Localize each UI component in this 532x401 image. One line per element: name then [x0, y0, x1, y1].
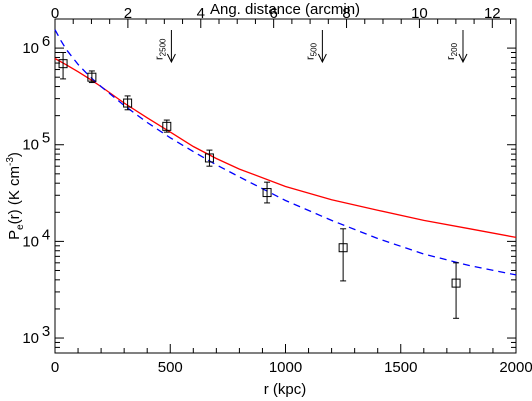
- x-tick-labels: 0 500 1000 1500 2000: [51, 359, 532, 376]
- data-point: [338, 228, 348, 282]
- y-axis-title: Pe(r) (K cm-3): [5, 152, 26, 240]
- square-marker: [123, 98, 133, 108]
- radius-marker: r200: [445, 30, 468, 64]
- radius-marker-label: r200: [445, 42, 459, 60]
- radius-marker-label-main: r: [445, 56, 457, 60]
- solid-model-curve: [54, 57, 517, 239]
- y-axis-title-subscript: e: [15, 224, 26, 230]
- y-axis-title-close: ): [6, 152, 23, 157]
- radius-marker: r500: [304, 30, 327, 64]
- radius-marker-label-main: r: [304, 56, 316, 60]
- y-axis-title-main: P: [6, 230, 23, 240]
- data-point: [162, 119, 172, 133]
- top-axis-tick-labels: 0 2 4 6 8 10 12: [51, 5, 501, 22]
- y-tick-label: 10: [22, 137, 39, 154]
- y-tick-label: 10: [22, 330, 39, 347]
- square-marker: [58, 59, 68, 69]
- x-tick-label: 1000: [269, 359, 302, 376]
- radius-marker-arrow-head: [166, 53, 176, 64]
- square-marker: [451, 278, 461, 288]
- top-axis-tick-label: 10: [411, 5, 428, 22]
- y-tick-label-exponent: 6: [42, 33, 50, 50]
- data-point: [262, 181, 272, 204]
- y-tick-label-base: 10: [22, 330, 39, 347]
- data-point: [123, 95, 133, 111]
- top-axis-tick-label: 0: [51, 5, 59, 22]
- y-tick-label-base: 10: [22, 233, 39, 250]
- data-points: [58, 52, 461, 319]
- square-marker: [262, 188, 272, 198]
- x-tick-label: 1500: [384, 359, 417, 376]
- square-marker: [204, 153, 214, 163]
- y-tick-label-exponent: 4: [42, 226, 50, 243]
- square-marker: [338, 243, 348, 253]
- y-tick-label-exponent: 5: [42, 130, 50, 147]
- radius-marker-label-sub: 200: [450, 42, 459, 56]
- y-tick-label-base: 10: [22, 40, 39, 57]
- data-point: [451, 262, 461, 319]
- square-marker: [162, 121, 172, 131]
- x-tick-label: 0: [51, 359, 59, 376]
- x-axis-title: r (kpc): [264, 381, 307, 398]
- top-axis-tick-label: 6: [269, 5, 277, 22]
- y-tick-label-base: 10: [22, 137, 39, 154]
- radius-marker-arrow-head: [458, 53, 468, 64]
- x-tick-label: 500: [158, 359, 183, 376]
- y-axis-title-superscript: -3: [5, 157, 16, 166]
- x-tick-label: 2000: [499, 359, 532, 376]
- y-tick-label: 10: [22, 40, 39, 57]
- top-axis-tick-label: 2: [124, 5, 132, 22]
- radius-marker-label-main: r: [153, 56, 165, 60]
- top-axis-tick-label: 4: [197, 5, 205, 22]
- radius-marker-label-sub: 2500: [158, 38, 167, 56]
- square-marker: [87, 72, 97, 82]
- radius-marker-label: r2500: [153, 38, 167, 60]
- data-point: [58, 52, 68, 80]
- radius-marker-label-sub: 500: [309, 42, 318, 56]
- radius-marker-arrow-head: [317, 53, 327, 64]
- data-point: [87, 70, 97, 84]
- model-curves: [54, 29, 517, 276]
- y-tick-label: 10: [22, 233, 39, 250]
- dashed-model-curve: [54, 29, 517, 276]
- radius-marker: r2500: [153, 30, 176, 64]
- top-axis-tick-label: 12: [484, 5, 501, 22]
- y-axis-title-rest: (r) (K cm: [6, 166, 23, 224]
- y-tick-label-exponent: 3: [42, 323, 50, 340]
- data-point: [204, 149, 214, 167]
- top-axis-title: Ang. distance (arcmin): [210, 1, 360, 18]
- top-axis-tick-label: 8: [342, 5, 350, 22]
- radius-marker-label: r500: [304, 42, 318, 60]
